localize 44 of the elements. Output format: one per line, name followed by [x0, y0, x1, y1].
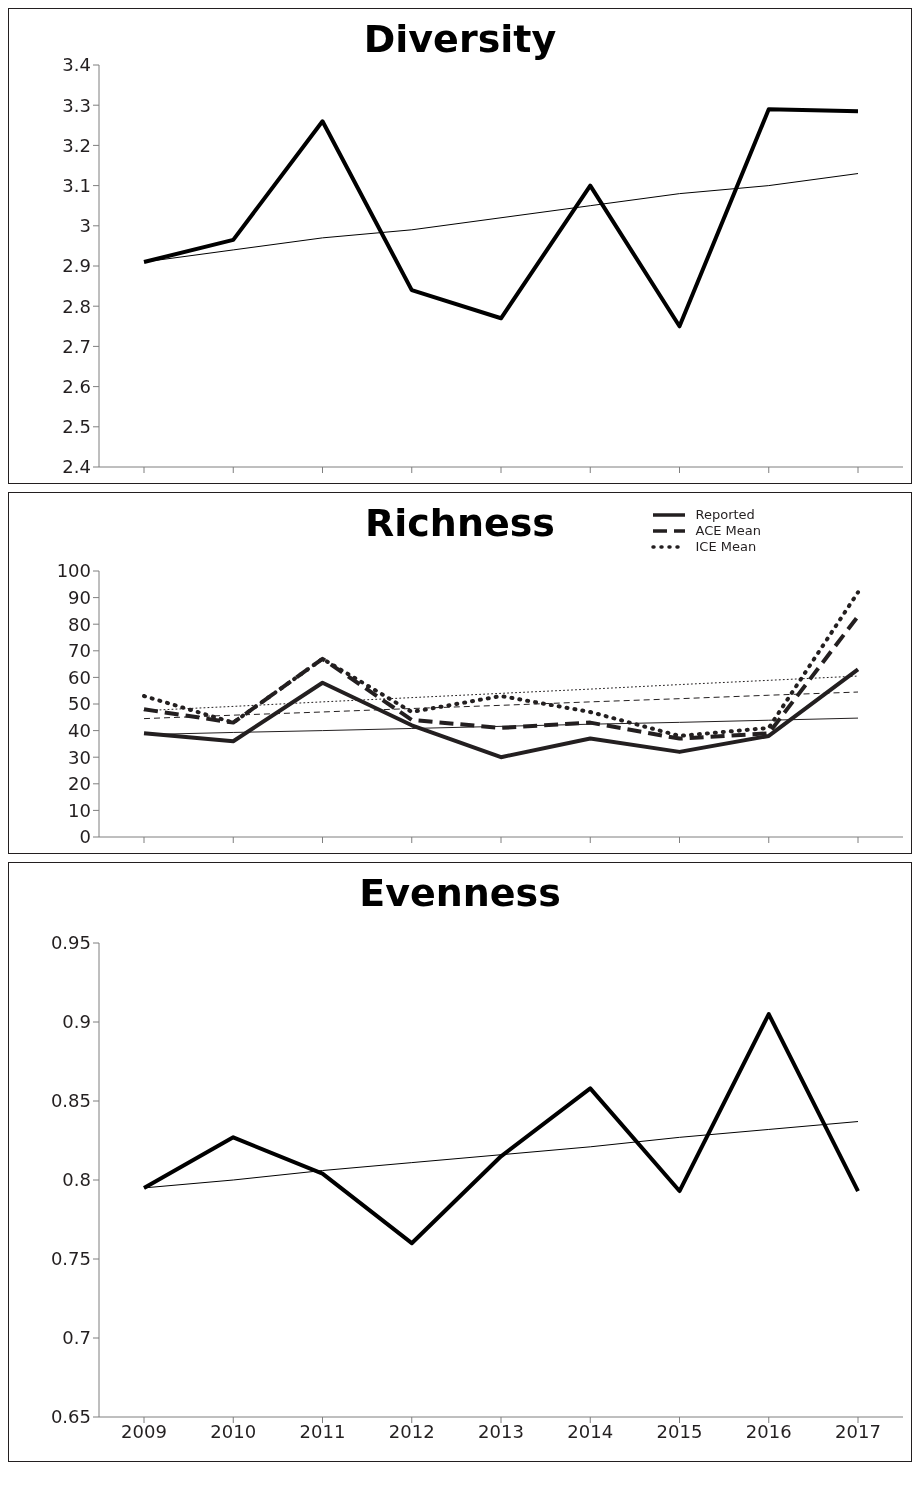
y-tick-label: 40 — [68, 719, 91, 741]
y-tick-label: 0 — [79, 826, 91, 848]
x-tick-label: 2014 — [567, 1420, 614, 1442]
y-tick-label: 2.9 — [62, 255, 91, 277]
y-tick-label: 3.2 — [62, 134, 91, 156]
x-tick-label: 2011 — [299, 1420, 346, 1442]
y-tick-label: 0.65 — [50, 1406, 91, 1428]
chart-title: Evenness — [358, 871, 562, 915]
y-tick-label: 30 — [68, 746, 91, 768]
y-tick-label: 0.85 — [50, 1090, 91, 1112]
y-tick-label: 2.5 — [62, 416, 91, 438]
y-tick-label: 0.9 — [62, 1011, 91, 1033]
x-tick-label: 2013 — [478, 1420, 524, 1442]
x-tick-label: 2010 — [210, 1420, 257, 1442]
y-tick-label: 2.6 — [62, 375, 91, 397]
y-tick-label: 50 — [68, 693, 91, 715]
y-tick-label: 70 — [68, 640, 91, 662]
y-tick-label: 0.75 — [50, 1248, 91, 1270]
y-tick-label: 10 — [68, 799, 91, 821]
y-tick-label: 80 — [68, 613, 91, 635]
y-tick-label: 2.4 — [62, 456, 91, 478]
x-tick-label: 2015 — [656, 1420, 703, 1442]
chart-title: Diversity — [363, 17, 557, 61]
y-tick-label: 100 — [56, 560, 91, 582]
x-tick-label: 2012 — [388, 1420, 435, 1442]
y-tick-label: 60 — [68, 666, 91, 688]
x-tick-label: 2009 — [121, 1420, 167, 1442]
y-tick-label: 0.95 — [50, 932, 91, 954]
chart-title: Richness — [365, 501, 555, 545]
legend-label: Reported — [695, 507, 755, 523]
x-tick-label: 2017 — [835, 1420, 881, 1442]
y-tick-label: 90 — [68, 586, 91, 608]
x-tick-label: 2016 — [745, 1420, 792, 1442]
y-tick-label: 3.1 — [62, 174, 91, 196]
y-tick-label: 2.8 — [62, 295, 91, 317]
legend-label: ICE Mean — [695, 539, 757, 555]
y-tick-label: 20 — [68, 773, 91, 795]
legend-label: ACE Mean — [695, 523, 761, 539]
y-tick-label: 3 — [79, 215, 91, 237]
y-tick-label: 3.4 — [62, 54, 91, 76]
y-tick-label: 3.3 — [62, 94, 91, 116]
y-tick-label: 2.7 — [62, 335, 91, 357]
y-tick-label: 0.7 — [62, 1327, 91, 1349]
y-tick-label: 0.8 — [62, 1169, 91, 1191]
